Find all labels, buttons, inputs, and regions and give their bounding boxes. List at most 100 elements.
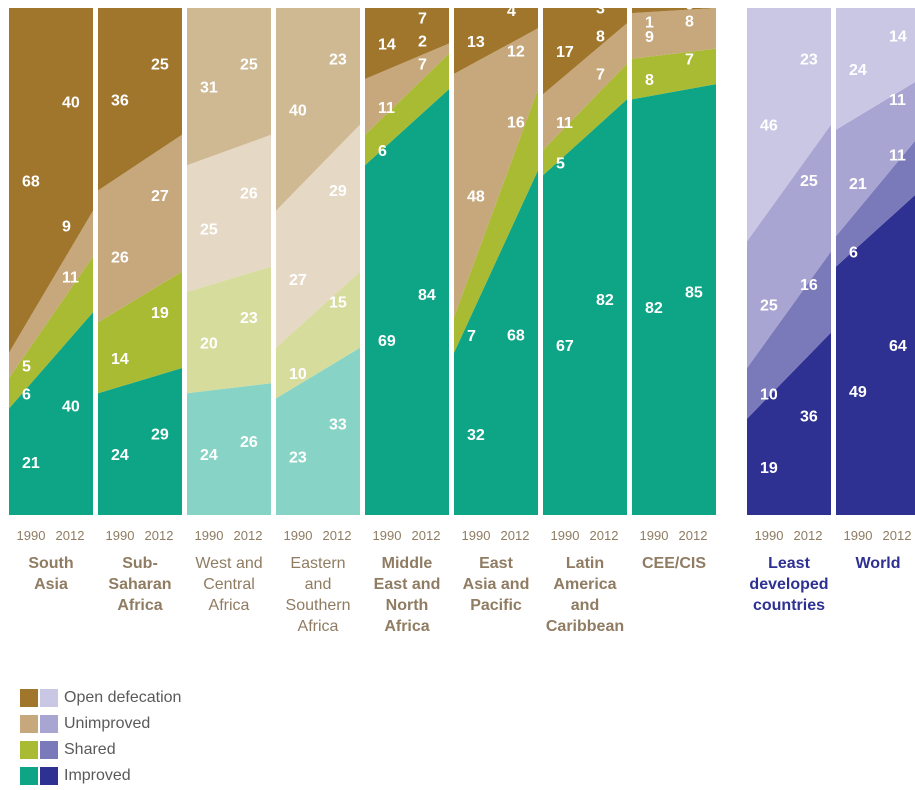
value-label-2012: 84 [418, 287, 436, 304]
segment-shared [454, 89, 538, 353]
legend-label: Unimproved [64, 715, 151, 732]
value-label-2012: 11 [62, 269, 79, 286]
value-label-2012: 29 [151, 426, 169, 443]
legend-label: Open defecation [64, 689, 182, 706]
region-label: Middle [382, 555, 433, 572]
value-label-1990: 14 [378, 36, 396, 53]
region-label: Africa [298, 618, 339, 635]
region-label: World [855, 555, 900, 572]
segment-improved [9, 312, 93, 515]
segment-open-defecation [276, 8, 360, 211]
value-label-1990: 8 [645, 72, 654, 89]
region-label: Southern [286, 597, 351, 614]
legend-swatch [20, 689, 38, 707]
value-label-1990: 17 [556, 44, 574, 61]
region-panel [365, 8, 449, 515]
segment-open-defecation [543, 8, 627, 95]
region-label: Africa [209, 597, 250, 614]
legend-swatch [20, 741, 38, 759]
value-label-2012: 0 [685, 0, 694, 14]
segment-open-defecation [365, 8, 449, 79]
value-label-1990: 23 [289, 450, 307, 467]
segment-open-defecation [187, 8, 271, 166]
value-label-1990: 21 [849, 176, 867, 193]
value-label-1990: 32 [467, 427, 485, 444]
region-panel [747, 8, 831, 515]
value-label-1990: 13 [467, 34, 485, 51]
value-label-2012: 26 [240, 434, 258, 451]
legend-swatch [20, 767, 38, 785]
value-label-2012: 16 [800, 277, 818, 294]
year-label: 1990 [373, 528, 402, 543]
value-label-2012: 11 [889, 148, 906, 165]
value-label-1990: 67 [556, 338, 574, 355]
region-panel [9, 8, 93, 515]
segment-open-defecation [836, 8, 915, 130]
region-label: North [386, 597, 429, 614]
region-label: East [479, 555, 513, 572]
region-label: Caribbean [546, 618, 624, 635]
year-label: 1990 [755, 528, 784, 543]
segment-unimproved [276, 124, 360, 348]
value-label-2012: 85 [685, 285, 703, 302]
value-label-1990: 1 [645, 15, 654, 32]
value-label-2012: 40 [62, 94, 80, 111]
segment-improved [632, 84, 716, 515]
region-label: Eastern [290, 555, 345, 572]
region-panel [187, 8, 271, 515]
segment-shared [365, 53, 449, 166]
segment-shared [9, 256, 93, 409]
region-label: CEE/CIS [642, 555, 706, 572]
segment-open-defecation [9, 8, 93, 353]
region-label: South [28, 555, 73, 572]
value-label-2012: 23 [240, 310, 258, 327]
segment-improved [454, 170, 538, 515]
year-label: 1990 [462, 528, 491, 543]
value-label-1990: 6 [22, 386, 31, 403]
value-label-1990: 82 [645, 300, 663, 317]
value-label-1990: 26 [111, 249, 129, 266]
region-label: Africa [117, 597, 162, 614]
region-panel [632, 8, 716, 515]
region-label: Asia [34, 576, 68, 593]
region-label: countries [753, 597, 825, 614]
value-label-2012: 7 [418, 11, 427, 28]
legend-swatch [40, 689, 58, 707]
value-label-1990: 49 [849, 384, 867, 401]
value-label-2012: 2 [418, 34, 427, 51]
region-label: America [553, 576, 616, 593]
value-label-2012: 25 [240, 56, 258, 73]
value-label-2012: 82 [596, 292, 614, 309]
region-label: Central [203, 576, 255, 593]
value-label-2012: 64 [889, 338, 907, 355]
region-label: Pacific [470, 597, 522, 614]
segment-unimproved [9, 210, 93, 379]
segment-shared [98, 271, 182, 394]
segment-open-defecation [747, 8, 831, 242]
segment-shared [747, 251, 831, 419]
value-label-2012: 7 [596, 67, 605, 84]
value-label-1990: 24 [849, 62, 867, 79]
region-label: East and [374, 576, 441, 593]
segment-unimproved [365, 43, 449, 135]
segment-unimproved [747, 124, 831, 368]
segment-unimproved [187, 134, 271, 292]
value-label-2012: 25 [151, 56, 169, 73]
region-label: West and [195, 555, 262, 572]
segment-unimproved [98, 134, 182, 323]
year-label: 2012 [590, 528, 619, 543]
segment-improved [836, 195, 915, 515]
value-label-1990: 21 [22, 455, 40, 472]
value-label-2012: 23 [800, 51, 818, 68]
value-label-1990: 36 [111, 92, 129, 109]
value-label-2012: 25 [800, 173, 818, 190]
year-label: 1990 [284, 528, 313, 543]
year-label: 1990 [640, 528, 669, 543]
region-label: Least [768, 555, 810, 572]
segment-unimproved [454, 28, 538, 318]
value-label-1990: 25 [760, 298, 778, 315]
value-label-2012: 7 [418, 56, 427, 73]
value-label-2012: 16 [507, 115, 525, 132]
value-label-2012: 23 [329, 51, 347, 68]
value-label-1990: 48 [467, 189, 485, 206]
